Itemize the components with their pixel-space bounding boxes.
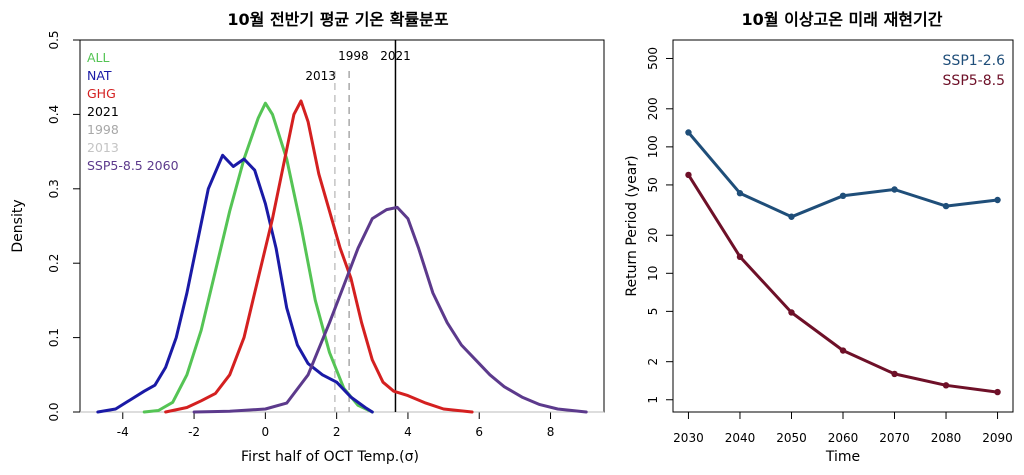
x-tick-label: 2030: [673, 431, 704, 445]
legend-entry-ssp5-8-5-2060: SSP5-8.5 2060: [87, 158, 179, 173]
density-chart-title: 10월 전반기 평균 기온 확률분포: [227, 10, 448, 29]
x-tick-label: 8: [547, 425, 555, 439]
y-tick-label: 10: [646, 266, 660, 281]
y-tick-label: 50: [646, 177, 660, 192]
density-curve-ghg: [164, 99, 474, 414]
return-point-ssp1-2-6: [736, 190, 744, 197]
x-tick-label: 6: [475, 425, 483, 439]
return-period-y-axis-label: Return Period (year): [624, 155, 640, 296]
y-tick-label: 0.3: [47, 179, 61, 198]
legend-entry-nat: NAT: [87, 68, 112, 83]
x-tick-label: -2: [188, 425, 200, 439]
density-plot-frame: [79, 39, 605, 413]
density-curve-nat: [96, 153, 374, 414]
y-tick-label: 500: [646, 47, 660, 70]
y-tick-label: 0.0: [47, 402, 61, 421]
vline-label-2013: 2013: [305, 69, 336, 83]
x-tick-label: 2040: [725, 431, 756, 445]
density-y-axis-label: Density: [10, 199, 26, 252]
return-point-ssp5-8-5: [788, 309, 795, 316]
density-chart: 10월 전반기 평균 기온 확률분포 First half of OCT Tem…: [10, 10, 605, 465]
y-tick-label: 0.5: [47, 30, 61, 49]
x-tick-label: -4: [117, 425, 129, 439]
return-point-ssp1-2-6: [788, 213, 795, 220]
return-period-chart: 10월 이상고온 미래 재현기간 Time Return Period (yea…: [624, 10, 1014, 465]
y-tick-label: 0.1: [47, 328, 61, 347]
x-tick-label: 2: [333, 425, 341, 439]
return-point-ssp1-2-6: [942, 202, 950, 210]
density-curve-ssp5-8-5-2060: [192, 205, 588, 414]
return-point-ssp1-2-6: [994, 196, 1001, 204]
y-tick-label: 20: [646, 228, 660, 243]
y-tick-label: 200: [646, 97, 660, 120]
y-tick-label: 100: [646, 135, 660, 158]
return-point-ssp5-8-5: [839, 347, 847, 354]
vline-label-1998: 1998: [338, 49, 369, 63]
y-tick-label: 0.4: [47, 105, 61, 124]
y-tick-label: 2: [646, 358, 660, 366]
vline-label-2021: 2021: [380, 49, 411, 63]
legend-entry-ssp1-2-6: SSP1-2.6: [943, 53, 1006, 69]
x-tick-label: 0: [262, 425, 270, 439]
x-tick-label: 4: [404, 425, 412, 439]
legend-entry-ssp5-8-5: SSP5-8.5: [943, 73, 1005, 89]
x-tick-label: 2080: [931, 431, 962, 445]
legend-entry-2013: 2013: [87, 140, 119, 155]
y-tick-label: 5: [646, 308, 660, 316]
return-period-x-axis-label: Time: [825, 449, 860, 465]
return-point-ssp1-2-6: [891, 186, 898, 193]
return-line-ssp5-8-5: [687, 174, 998, 394]
legend-entry-2021: 2021: [87, 104, 119, 119]
x-tick-label: 2050: [776, 431, 807, 445]
x-tick-label: 2090: [982, 431, 1013, 445]
return-point-ssp5-8-5: [736, 253, 744, 261]
legend-entry-1998: 1998: [87, 122, 119, 137]
legend-entry-ghg: GHG: [87, 86, 116, 101]
return-line-ssp1-2-6: [687, 131, 998, 219]
x-tick-label: 2070: [879, 431, 910, 445]
legend-entry-all: ALL: [87, 50, 110, 65]
return-point-ssp5-8-5: [994, 388, 1001, 396]
return-point-ssp1-2-6: [839, 192, 847, 200]
x-tick-label: 2060: [828, 431, 859, 445]
return-point-ssp5-8-5: [685, 171, 692, 179]
density-x-axis-label: First half of OCT Temp.(σ): [241, 449, 419, 465]
return-point-ssp5-8-5: [942, 382, 950, 389]
return-point-ssp5-8-5: [891, 370, 898, 378]
density-curve-all: [142, 101, 374, 414]
y-tick-label: 0.2: [47, 254, 61, 273]
y-tick-label: 1: [646, 396, 660, 404]
return-period-chart-title: 10월 이상고온 미래 재현기간: [742, 10, 943, 29]
return-point-ssp1-2-6: [685, 129, 692, 136]
return-period-plot-frame: [672, 39, 1014, 413]
